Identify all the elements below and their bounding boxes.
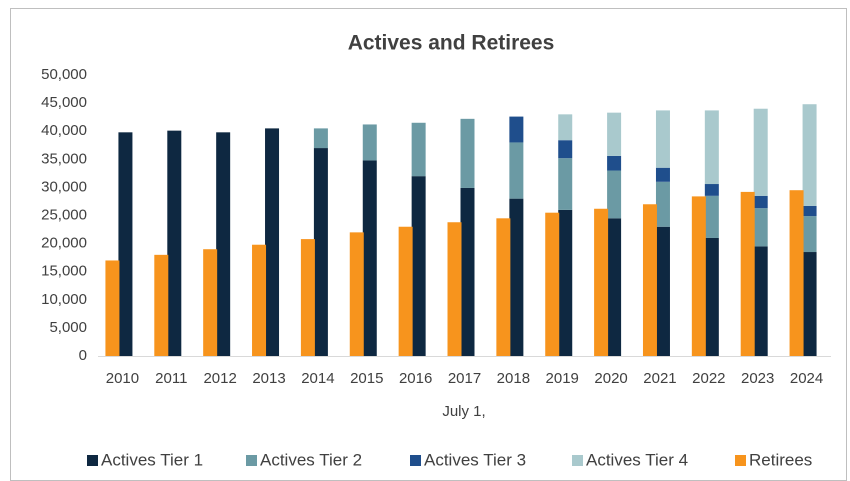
legend-label: Retirees (749, 450, 812, 469)
x-tick-label: 2012 (203, 370, 236, 387)
bar-segment (753, 208, 768, 247)
bar-segment (753, 246, 768, 356)
x-tick-label: 2022 (692, 370, 725, 387)
bar-segment (802, 205, 817, 217)
y-tick-label: 40,000 (41, 122, 87, 139)
bar-segment (509, 198, 524, 356)
bar-segment (362, 124, 377, 161)
bar-segment (558, 114, 573, 141)
bar-segment (753, 195, 768, 209)
bar-segment (509, 142, 524, 199)
bar-segment (216, 132, 231, 356)
bar-segment (607, 170, 622, 219)
x-tick-label: 2014 (301, 370, 334, 387)
bar-segment (607, 112, 622, 156)
bar-segment (655, 110, 670, 168)
legend-label: Actives Tier 4 (586, 450, 688, 469)
bar-segment (594, 208, 609, 356)
chart-border (10, 8, 847, 481)
x-tick-label: 2021 (643, 370, 676, 387)
bar-segment (704, 195, 719, 238)
x-tick-label: 2016 (399, 370, 432, 387)
bar-segment (313, 148, 328, 356)
y-tick-label: 50,000 (41, 66, 87, 83)
bar-segment (655, 167, 670, 182)
bar-segment (460, 187, 475, 356)
bar-segment (802, 104, 817, 206)
x-tick-label: 2015 (350, 370, 383, 387)
bar-segment (411, 176, 426, 356)
y-tick-label: 25,000 (41, 206, 87, 223)
bar-segment (558, 140, 573, 159)
bar-segment (704, 110, 719, 185)
bar-segment (802, 216, 817, 253)
bar-segment (655, 226, 670, 356)
y-tick-label: 35,000 (41, 150, 87, 167)
bar-segment (460, 118, 475, 188)
bar-segment (398, 226, 413, 356)
legend-swatch (410, 455, 421, 466)
bar-segment (691, 196, 706, 356)
y-tick-label: 45,000 (41, 94, 87, 111)
bar-segment (252, 244, 267, 356)
x-tick-label: 2010 (106, 370, 139, 387)
bar-segment (704, 184, 719, 196)
bar-segment (447, 222, 462, 356)
chart-title: Actives and Retirees (348, 32, 555, 55)
x-tick-label: 2024 (790, 370, 823, 387)
bar-segment (655, 181, 670, 227)
x-tick-label: 2011 (155, 370, 187, 387)
bar-segment (349, 232, 364, 356)
legend-label: Actives Tier 1 (101, 450, 203, 469)
legend-swatch (87, 455, 98, 466)
x-tick-label: 2019 (546, 370, 579, 387)
bar-segment (642, 204, 657, 356)
bar-segment (558, 209, 573, 356)
bar-segment (607, 155, 622, 171)
legend-swatch (735, 455, 746, 466)
bar-segment (300, 239, 315, 356)
legend-swatch (572, 455, 583, 466)
bar-segment (753, 108, 768, 196)
x-tick-label: 2020 (594, 370, 627, 387)
y-tick-label: 0 (79, 347, 87, 364)
bar-segment (411, 122, 426, 177)
x-axis-label: July 1, (442, 403, 485, 420)
bar-segment (740, 191, 755, 356)
bar-segment (265, 128, 280, 356)
legend-label: Actives Tier 3 (424, 450, 526, 469)
y-tick-label: 20,000 (41, 235, 87, 252)
bar-segment (105, 260, 120, 356)
bar-segment (704, 237, 719, 356)
bar-segment (118, 132, 133, 356)
bar-segment (802, 252, 817, 356)
bar-segment (607, 218, 622, 356)
bar-segment (203, 249, 218, 356)
x-tick-label: 2013 (252, 370, 285, 387)
bar-segment (789, 190, 804, 356)
x-tick-label: 2018 (497, 370, 530, 387)
y-tick-label: 10,000 (41, 291, 87, 308)
bar-segment (509, 116, 524, 143)
bar-segment (154, 254, 169, 356)
bar-segment (545, 212, 560, 356)
y-tick-label: 30,000 (41, 178, 87, 195)
x-tick-label: 2023 (741, 370, 774, 387)
bar-segment (313, 128, 328, 149)
legend-label: Actives Tier 2 (260, 450, 362, 469)
y-tick-label: 15,000 (41, 263, 87, 280)
bar-segment (362, 160, 377, 356)
legend-swatch (246, 455, 257, 466)
y-tick-label: 5,000 (49, 319, 87, 336)
bar-segment (496, 218, 511, 356)
bar-segment (558, 158, 573, 210)
bar-segment (167, 130, 182, 356)
x-tick-label: 2017 (448, 370, 481, 387)
